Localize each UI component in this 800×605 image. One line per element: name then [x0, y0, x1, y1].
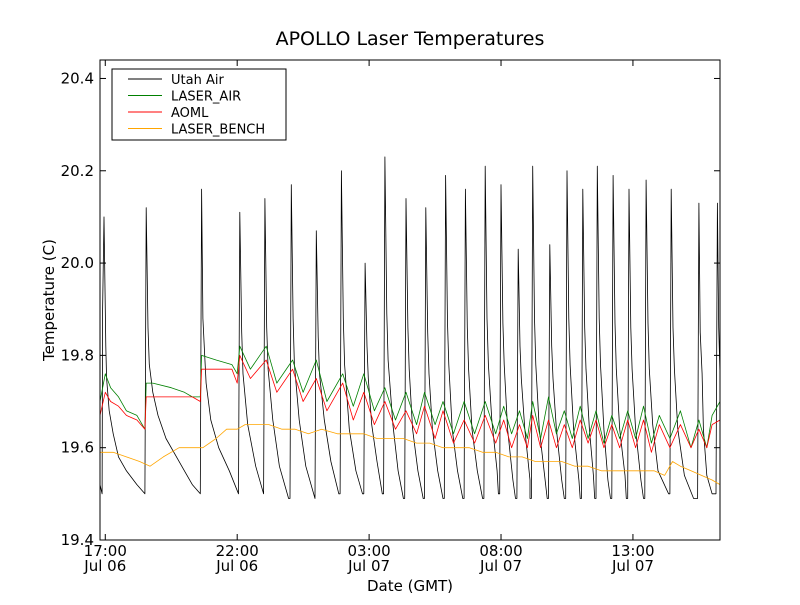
plot-frame [99, 59, 721, 541]
legend-label: Utah Air [171, 73, 224, 88]
y-tick-label: 19.4 [61, 531, 94, 549]
x-tick-label-time: 22:00 [216, 542, 259, 560]
x-tick-label-time: 13:00 [611, 542, 654, 560]
legend-label: LASER_BENCH [171, 123, 265, 138]
y-tick-label: 20.2 [61, 162, 94, 180]
series-line-laser-air [99, 345, 721, 449]
chart-title: APOLLO Laser Temperatures [276, 28, 545, 50]
x-tick-label-date: Jul 07 [611, 557, 654, 575]
y-tick-label: 19.6 [61, 439, 94, 457]
series-line-aoml [99, 354, 721, 453]
x-tick-label-date: Jul 06 [215, 557, 258, 575]
legend-label: LASER_AIR [171, 90, 241, 105]
y-tick-label: 19.8 [61, 346, 94, 364]
y-tick-label: 20.0 [61, 254, 94, 272]
x-tick-label-time: 08:00 [479, 542, 522, 560]
series-line-laser-bench [100, 424, 721, 485]
x-axis-label: Date (GMT) [367, 577, 453, 595]
legend-box [111, 68, 287, 141]
x-tick-label-date: Jul 07 [347, 557, 390, 575]
x-tick-label-date: Jul 06 [83, 557, 126, 575]
y-axis-label: Temperature (C) [40, 239, 58, 362]
x-tick-label-date: Jul 07 [479, 557, 522, 575]
x-tick-label-time: 03:00 [347, 542, 390, 560]
legend-label: AOML [171, 106, 209, 121]
x-tick-label-time: 17:00 [84, 542, 127, 560]
series-layer [99, 156, 721, 499]
y-tick-label: 20.4 [61, 69, 94, 87]
